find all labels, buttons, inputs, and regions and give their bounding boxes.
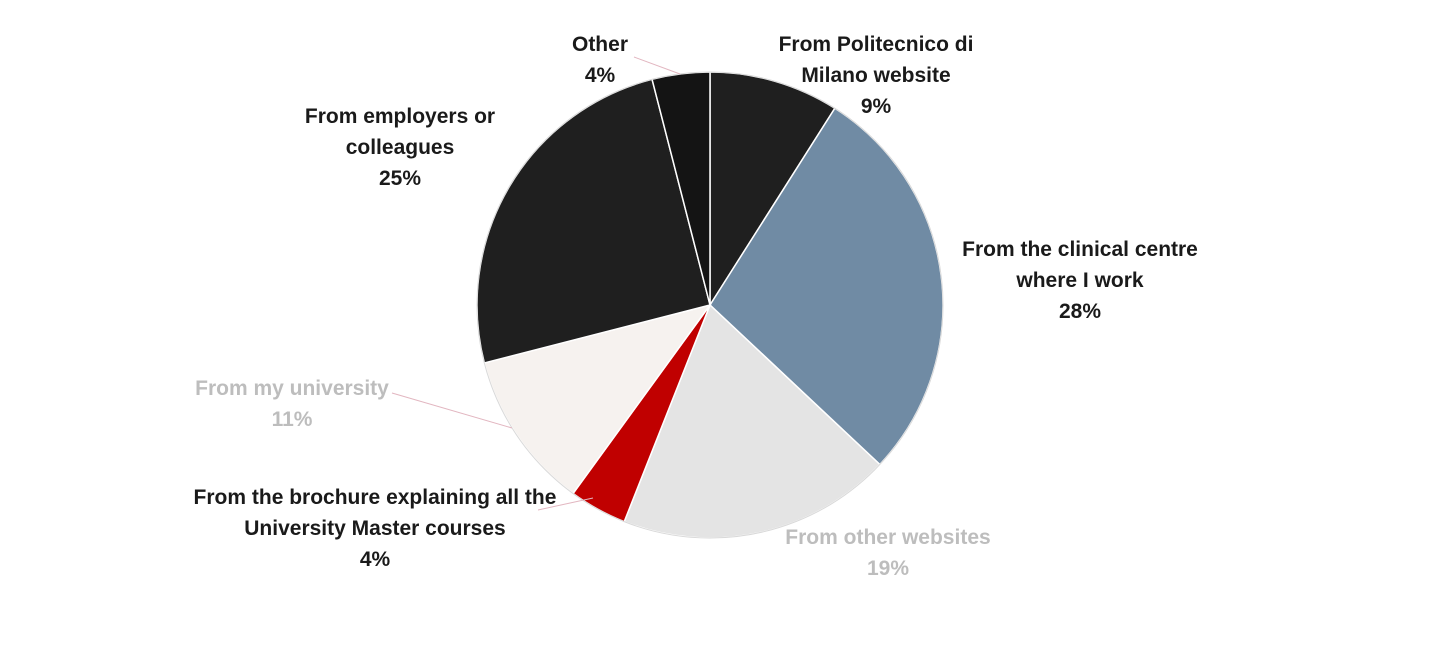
slice-label-line: From Politecnico di [779,33,974,56]
slice-label-line: Milano website [801,64,950,87]
slice-label-5: From employers or colleagues 25% [305,105,495,190]
slice-percent: 25% [379,167,421,190]
slice-percent: 11% [272,408,313,431]
slice-label-line: From other websites [785,526,990,549]
slice-label-line: From my university [195,377,389,400]
slice-percent: 9% [861,95,892,118]
leader-line-6 [633,56,681,75]
pie-outline [476,71,944,539]
slice-label-3: From the brochure explaining all the Univ… [194,486,557,571]
slice-labels: From Politecnico di Milano website 9%From … [194,33,1198,580]
slice-label-line: colleagues [346,136,455,159]
slice-label-line: From the brochure explaining all the [194,486,557,509]
slice-label-4: From my university 11% [195,377,389,431]
leader-line-4 [391,392,513,429]
slice-label-6: Other 4% [572,33,628,87]
slice-percent: 4% [585,64,616,87]
pie-slices [476,71,944,539]
slice-label-1: From the clinical centre where I work 28% [962,238,1198,323]
slice-label-line: Other [572,33,628,56]
leader-line-3 [537,497,594,511]
slice-percent: 4% [360,548,391,571]
slice-percent: 28% [1059,300,1101,323]
slice-label-line: University Master courses [244,517,505,540]
slice-label-0: From Politecnico di Milano website 9% [779,33,974,118]
slice-label-2: From other websites 19% [785,526,990,580]
slice-percent: 19% [867,557,909,580]
leader-lines [391,56,681,511]
slice-label-line: From employers or [305,105,495,128]
slice-label-line: From the clinical centre [962,238,1198,261]
slice-label-line: where I work [1015,269,1144,292]
